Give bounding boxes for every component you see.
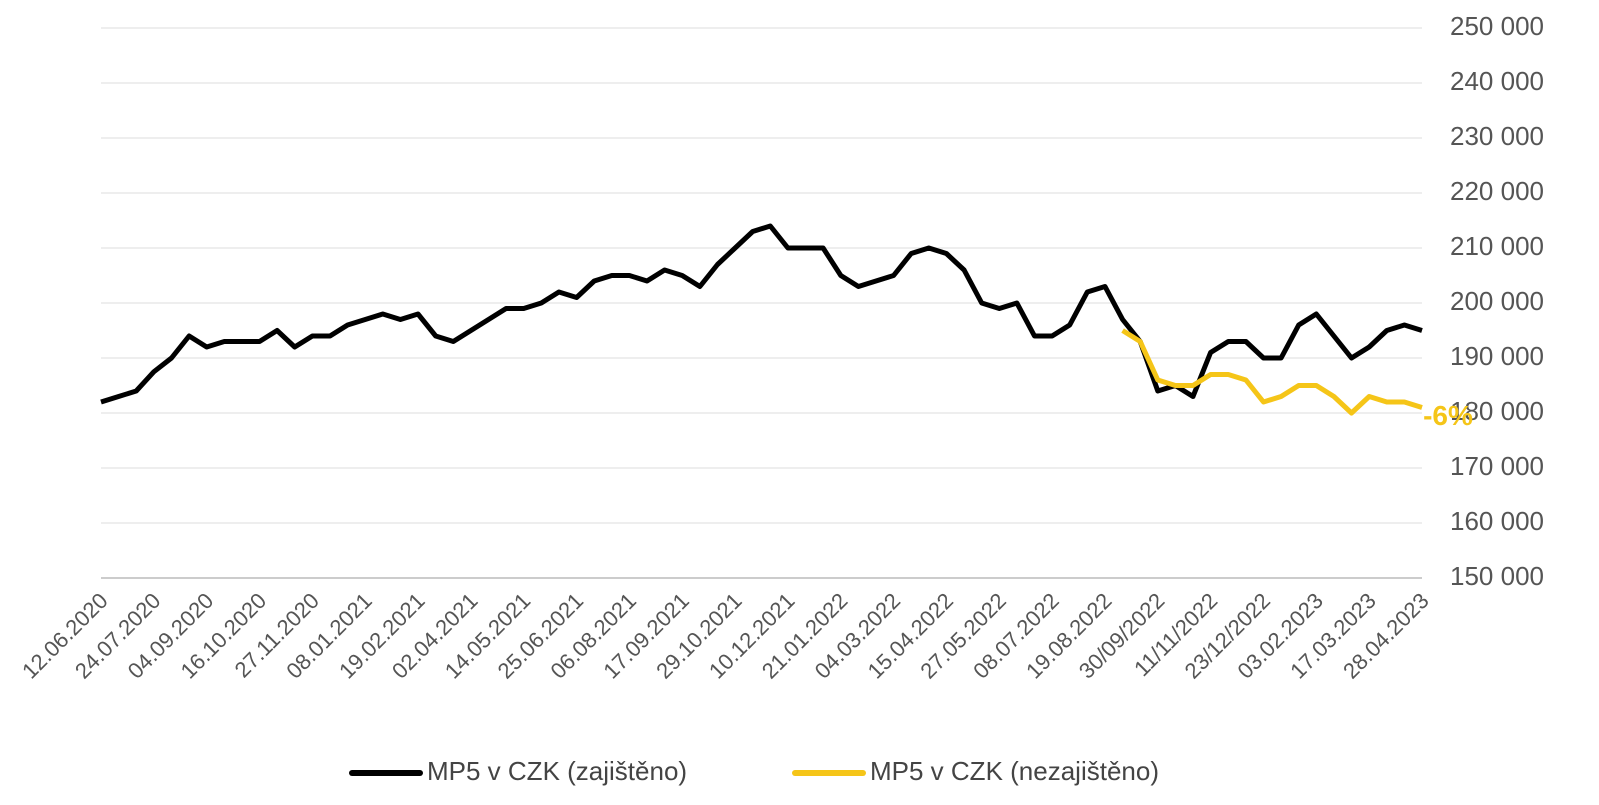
y-tick-label: 190 000	[1450, 341, 1544, 371]
y-tick-label: 160 000	[1450, 506, 1544, 536]
series-line	[1121, 328, 1423, 416]
series-line	[100, 223, 1423, 405]
y-tick-label: 210 000	[1450, 231, 1544, 261]
y-tick-label: 230 000	[1450, 121, 1544, 151]
annotation: -6%	[1423, 400, 1473, 431]
y-tick-label: 180 000	[1450, 396, 1544, 426]
y-tick-label: 240 000	[1450, 66, 1544, 96]
y-tick-label: 250 000	[1450, 11, 1544, 41]
y-tick-label: 200 000	[1450, 286, 1544, 316]
y-tick-label: 150 000	[1450, 561, 1544, 591]
legend-label: MP5 v CZK (zajištěno)	[427, 756, 687, 786]
y-tick-label: 170 000	[1450, 451, 1544, 481]
y-tick-label: 220 000	[1450, 176, 1544, 206]
legend-label: MP5 v CZK (nezajištěno)	[870, 756, 1159, 786]
